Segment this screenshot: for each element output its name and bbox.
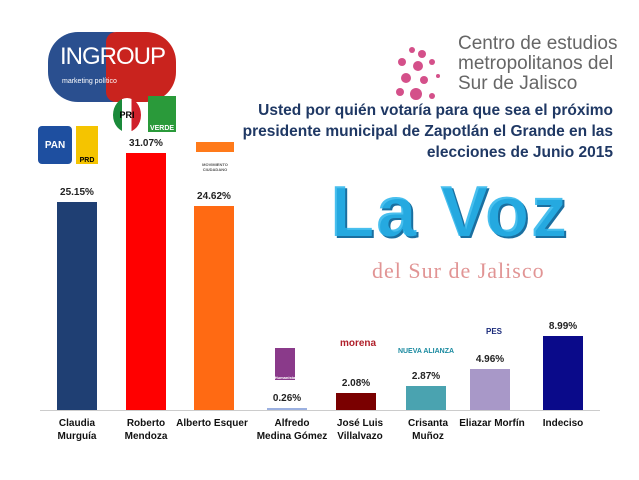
category-label: Crisanta Muñoz [407, 418, 449, 442]
x-axis-line [40, 410, 600, 411]
centro-logo-text: Centro de estudios metropolitanos del Su… [458, 33, 618, 94]
movimiento-ciudadano-logo: MOVIMIENTO CIUDADANO [196, 142, 234, 172]
data-label: 31.07% [129, 138, 163, 149]
data-label: 2.87% [411, 371, 441, 383]
pri-logo: PRI [113, 98, 141, 132]
category-label: Alberto Esquer [176, 418, 248, 429]
pes-logo: PES [485, 327, 502, 336]
category-label: Claudia Murguía [57, 418, 97, 442]
ingroup-logo-tagline: marketing político [62, 78, 117, 85]
ingroup-logo-name: INGROUP [60, 43, 166, 70]
pan-logo: PAN [38, 126, 72, 164]
nueva-alianza-logo: NUEVA ALIANZA [397, 347, 455, 355]
data-label: 25.15% [60, 186, 94, 198]
bar-3 [267, 407, 307, 410]
data-label: 4.96% [475, 353, 505, 365]
humanista-logo: Humanista [275, 348, 295, 380]
category-label: Roberto Mendoza [124, 418, 168, 442]
watermark-la-voz: La Voz [330, 172, 569, 252]
data-label: 8.99% [548, 320, 578, 332]
category-label: Eliazar Morfín [459, 418, 525, 429]
data-label: 0.26% [272, 392, 302, 404]
ingroup-logo: INGROUP marketing político [48, 28, 178, 106]
verde-logo: VERDE [148, 96, 176, 132]
category-label: José Luis Villalvazo [336, 418, 384, 442]
chart-title: Usted por quién votaría para que sea el … [242, 102, 613, 161]
watermark-subtitle: del Sur de Jalisco [372, 258, 545, 283]
bar-2 [194, 206, 234, 410]
bar-5 [406, 386, 446, 410]
category-label: Indeciso [542, 418, 584, 429]
bar-4 [336, 392, 376, 410]
prd-logo: PRD [76, 126, 98, 164]
data-label: 24.62% [197, 191, 231, 203]
data-label: 2.08% [341, 377, 371, 389]
centro-logo-icon [396, 47, 440, 100]
bar-6 [470, 368, 510, 410]
bar-1 [126, 153, 166, 410]
bar-7 [543, 335, 583, 410]
category-label: Alfredo Medina Gómez [256, 418, 328, 442]
bar-0 [57, 201, 97, 410]
morena-logo: morena [339, 337, 377, 349]
